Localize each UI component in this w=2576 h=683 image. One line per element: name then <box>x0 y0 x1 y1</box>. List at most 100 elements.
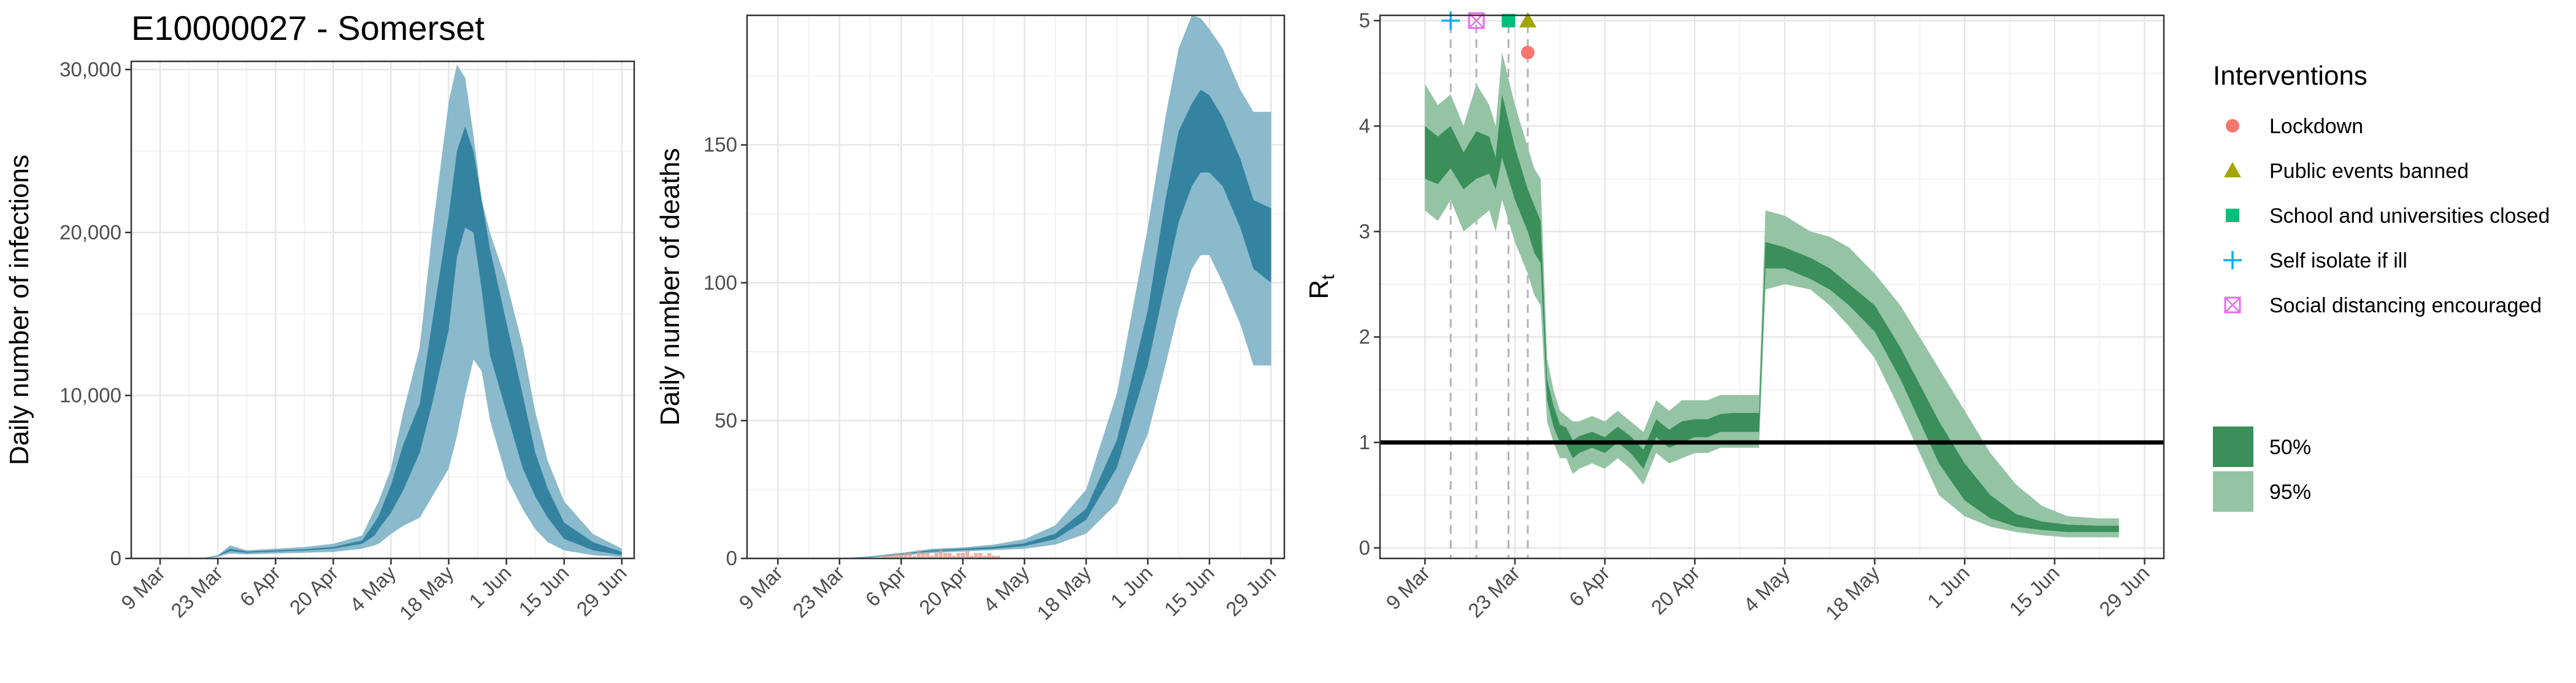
observed-death-bar <box>890 555 895 558</box>
panel-rt: 0 1 2 3 4 5 9 Mar 23 Mar 6 Apr 20 Apr 4 May 18 May 1… <box>1304 9 2165 624</box>
legend-key-self_isolate <box>2223 251 2242 269</box>
observed-death-bar <box>921 553 926 558</box>
band-95 <box>778 15 1271 558</box>
legend-label: Lockdown <box>2269 115 2363 138</box>
band-95 <box>160 64 622 559</box>
x-tick-label: 4 May <box>979 561 1034 616</box>
observed-death-bar <box>948 553 952 558</box>
observed-death-bar <box>916 550 921 558</box>
y-tick-label: 0 <box>110 547 121 569</box>
x-tick-label: 15 Jun <box>1160 561 1219 620</box>
y-axis: 0 10,000 20,000 30,000 <box>59 58 131 569</box>
observed-death-bar <box>908 553 912 558</box>
plus-marker <box>1441 11 1460 30</box>
x-tick-label: 1 Jun <box>464 561 515 612</box>
y-tick-label: 4 <box>1359 114 1370 137</box>
y-tick-label: 10,000 <box>59 384 121 406</box>
observed-death-bar <box>881 555 886 558</box>
x-tick-label: 4 May <box>1739 561 1794 616</box>
legend-key-schools <box>2226 209 2239 222</box>
legend-label: School and universities closed <box>2269 204 2550 228</box>
boxx-marker-box <box>1468 12 1485 29</box>
y-tick-label: 150 <box>703 133 737 156</box>
x-tick-label: 6 Apr <box>1565 561 1614 611</box>
observed-death-bar <box>899 555 903 558</box>
triangle-marker <box>2224 162 2241 177</box>
legend-band-label: 50% <box>2269 436 2311 459</box>
legend-key-social_distancing <box>2224 296 2241 314</box>
y-tick-label: 50 <box>715 409 737 431</box>
legend-key-lockdown <box>2226 119 2239 133</box>
observed-death-bar <box>978 553 983 558</box>
band-95 <box>1425 52 2119 538</box>
legend-title: Interventions <box>2213 61 2367 91</box>
x-tick-label: 9 Mar <box>117 561 169 614</box>
square-marker <box>2226 209 2239 222</box>
y-axis: 0 50 100 150 <box>703 133 747 569</box>
observed-death-bar <box>894 553 899 558</box>
panel-border <box>130 60 635 560</box>
plus-marker <box>2223 251 2242 269</box>
y-axis-title: Daily number of infections <box>4 155 34 465</box>
x-tick-label: 6 Apr <box>861 561 911 611</box>
x-tick-label: 20 Apr <box>914 561 972 619</box>
y-tick-label: 20,000 <box>59 221 121 244</box>
legend-label: Self isolate if ill <box>2269 249 2407 272</box>
x-tick-label: 4 May <box>345 561 401 616</box>
legend-band-label: 95% <box>2269 480 2311 504</box>
observed-death-bar <box>943 553 948 558</box>
triangle-marker <box>1519 12 1536 28</box>
observed-death-bar <box>934 553 938 558</box>
square-marker <box>1501 14 1516 28</box>
legend-band-swatch <box>2213 471 2253 512</box>
intervention-marker-lockdown <box>1520 45 1535 60</box>
observed-death-bar <box>903 553 908 558</box>
observed-death-bar <box>996 555 1000 558</box>
x-tick-label: 1 Jun <box>1923 561 1974 612</box>
x-tick-label: 23 Mar <box>1463 561 1524 622</box>
x-tick-label: 18 May <box>395 561 458 624</box>
y-axis-title: Rt <box>1304 274 1338 299</box>
y-tick-label: 5 <box>1359 9 1370 32</box>
observed-death-bar <box>960 553 965 558</box>
band-50 <box>778 90 1271 559</box>
intervention-marker-self_isolate <box>1441 11 1460 30</box>
x-tick-label: 9 Mar <box>1381 561 1434 614</box>
observed-death-bar <box>956 553 960 558</box>
y-tick-label: 0 <box>726 547 737 569</box>
y-tick-label: 1 <box>1359 431 1370 453</box>
x-tick-label: 6 Apr <box>236 561 285 611</box>
y-tick-label: 100 <box>703 271 737 294</box>
observed-death-bar <box>912 555 917 558</box>
observed-deaths <box>881 550 1000 558</box>
observed-death-bar <box>969 555 974 558</box>
y-tick-label: 30,000 <box>59 58 121 80</box>
circle-marker <box>1520 45 1535 60</box>
observed-death-bar <box>886 555 891 558</box>
x-tick-label: 18 May <box>1032 561 1095 624</box>
legend-key-public_events <box>2224 162 2241 177</box>
observed-death-bar <box>983 555 987 558</box>
x-tick-label: 23 Mar <box>166 561 227 622</box>
legend: Interventions Lockdown Public events banne… <box>2213 61 2550 512</box>
plot-area <box>131 61 634 558</box>
y-tick-label: 0 <box>1359 536 1370 559</box>
observed-death-bar <box>974 553 978 558</box>
observed-death-bar <box>965 550 970 558</box>
x-tick-label: 29 Jun <box>2095 561 2153 620</box>
x-tick-label: 15 Jun <box>2005 561 2064 620</box>
legend-label: Public events banned <box>2269 160 2469 183</box>
x-tick-label: 29 Jun <box>572 561 631 620</box>
page-title: E10000027 - Somerset <box>131 9 485 47</box>
observed-death-bar <box>952 555 956 558</box>
observed-death-bar <box>987 553 992 558</box>
x-tick-label: 20 Apr <box>1647 561 1704 619</box>
x-tick-label: 1 Jun <box>1106 561 1157 612</box>
x-tick-label: 23 Mar <box>788 561 849 622</box>
panel-border <box>1379 14 2165 560</box>
legend-label: Social distancing encouraged <box>2269 294 2542 317</box>
